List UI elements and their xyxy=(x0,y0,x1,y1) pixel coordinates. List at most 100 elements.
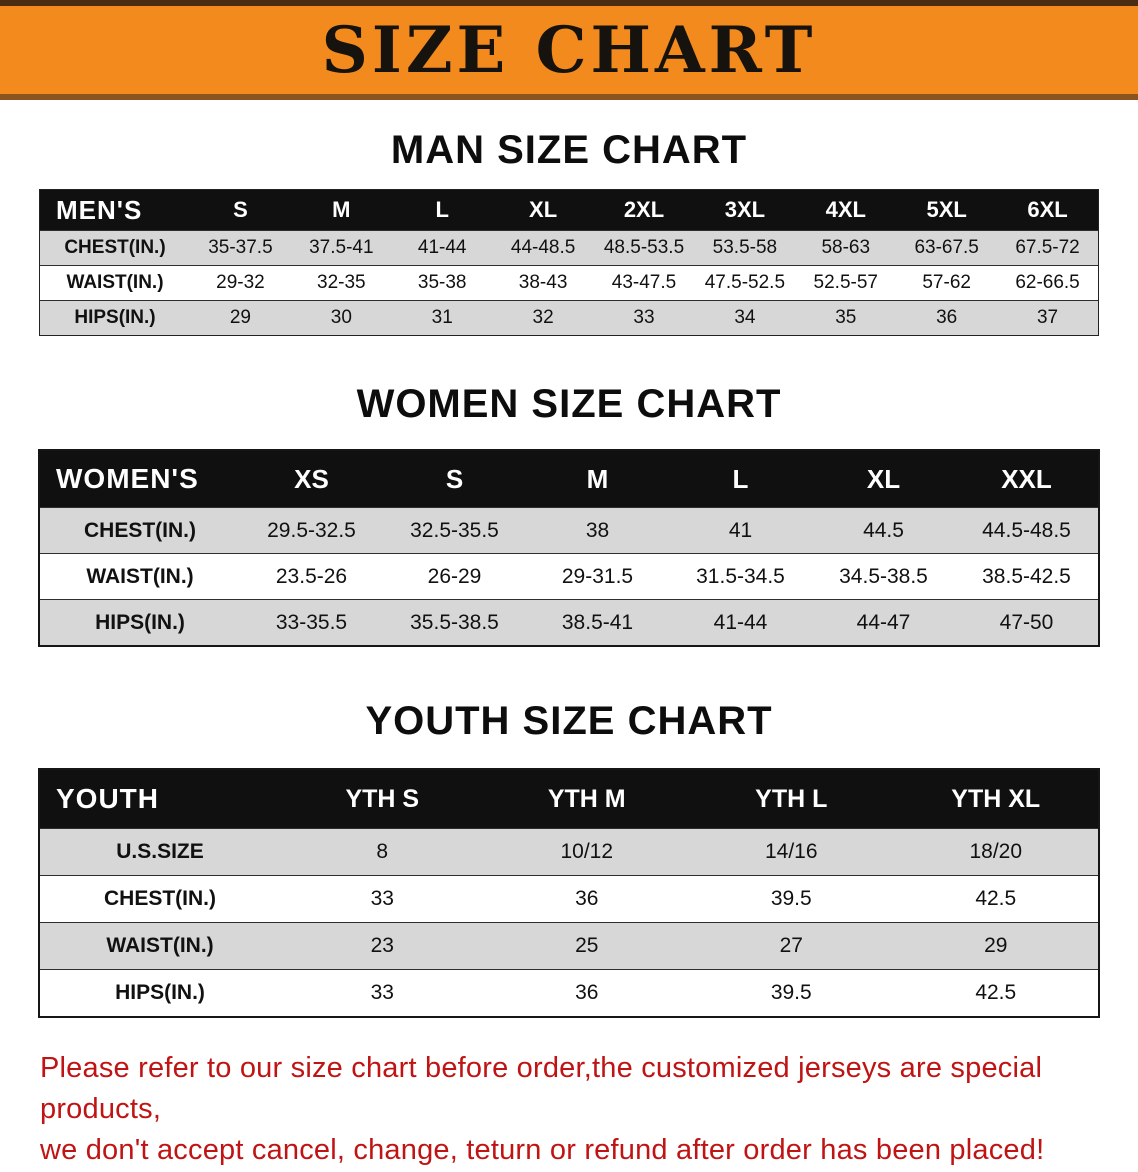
row-label: WAIST(IN.) xyxy=(66,272,164,293)
women-size-chart-section: WOMEN SIZE CHART WOMEN'S XS S M L XL XXL… xyxy=(0,382,1138,647)
table-cell: 38 xyxy=(585,518,610,542)
column-header-size: M xyxy=(586,463,609,494)
table-cell: 38.5-42.5 xyxy=(982,564,1071,588)
table-cell: 36 xyxy=(575,981,599,1004)
column-header-size: 6XL xyxy=(1027,197,1068,222)
table-cell: 47.5-52.5 xyxy=(704,272,786,293)
table-row: WAIST(IN.) 29-32 32-35 35-38 38-43 43-47… xyxy=(40,265,1098,300)
table-cell: 67.5-72 xyxy=(1015,237,1080,258)
table-cell: 63-67.5 xyxy=(914,237,979,258)
table-cell: 31 xyxy=(431,307,453,328)
column-header-size: XL xyxy=(866,463,901,494)
column-header-size: 2XL xyxy=(623,197,665,222)
table-cell: 48.5-53.5 xyxy=(603,237,685,258)
row-label: CHEST(IN.) xyxy=(84,518,196,542)
table-cell: 53.5-58 xyxy=(712,237,778,258)
table-cell: 25 xyxy=(575,934,599,957)
column-header-size: XXL xyxy=(1001,463,1052,494)
table-cell: 23 xyxy=(370,934,394,957)
table-row: WAIST(IN.) 23 25 27 29 xyxy=(40,922,1098,969)
row-label: CHEST(IN.) xyxy=(64,237,166,258)
table-cell: 32.5-35.5 xyxy=(410,518,499,542)
row-label: HIPS(IN.) xyxy=(95,610,185,634)
table-cell: 8 xyxy=(376,840,389,863)
table-cell: 44-47 xyxy=(856,610,911,634)
table-cell: 33 xyxy=(370,981,394,1004)
column-header-size: YTH S xyxy=(345,784,420,813)
youth-size-table: YOUTH YTH S YTH M YTH L YTH XL U.S.SIZE … xyxy=(38,768,1100,1018)
column-header-size: M xyxy=(332,197,351,222)
table-row: HIPS(IN.) 33 36 39.5 42.5 xyxy=(40,969,1098,1016)
row-label: CHEST(IN.) xyxy=(104,887,216,910)
disclaimer: Please refer to our size chart before or… xyxy=(40,1048,1098,1172)
table-cell: 32 xyxy=(532,307,554,328)
men-section-heading: MAN SIZE CHART xyxy=(390,128,748,172)
table-cell: 23.5-26 xyxy=(275,564,348,588)
column-header-size: YTH L xyxy=(755,784,828,813)
women-size-table: WOMEN'S XS S M L XL XXL CHEST(IN.) 29.5-… xyxy=(38,449,1100,647)
table-cell: 34 xyxy=(734,307,756,328)
table-cell: 42.5 xyxy=(975,887,1017,910)
table-cell: 42.5 xyxy=(975,981,1017,1004)
table-cell: 35 xyxy=(835,307,857,328)
table-cell: 33 xyxy=(633,307,655,328)
size-chart-banner: SIZE CHART xyxy=(0,0,1138,100)
row-label: HIPS(IN.) xyxy=(74,307,156,328)
column-header-size: 3XL xyxy=(724,197,766,222)
table-cell: 44.5-48.5 xyxy=(982,518,1071,542)
table-cell: 41-44 xyxy=(713,610,768,634)
men-size-chart-section: MAN SIZE CHART MEN'S S M L XL 2XL 3XL 4X… xyxy=(0,128,1138,336)
table-cell: 39.5 xyxy=(770,981,812,1004)
column-header-size: 4XL xyxy=(825,197,866,222)
column-header-size: L xyxy=(435,197,449,222)
column-header-size: S xyxy=(445,463,464,494)
table-cell: 38-43 xyxy=(518,272,568,293)
table-row: WAIST(IN.) 23.5-26 26-29 29-31.5 31.5-34… xyxy=(40,553,1098,599)
table-cell: 35-37.5 xyxy=(208,237,273,258)
table-row: CHEST(IN.) 33 36 39.5 42.5 xyxy=(40,875,1098,922)
women-table-header-row: WOMEN'S XS S M L XL XXL xyxy=(40,451,1098,507)
table-cell: 26-29 xyxy=(427,564,482,588)
table-cell: 35-38 xyxy=(417,272,467,293)
table-cell: 27 xyxy=(779,934,803,957)
women-table-corner-label: WOMEN'S xyxy=(56,463,199,494)
column-header-size: L xyxy=(732,463,749,494)
table-cell: 44-48.5 xyxy=(510,237,576,258)
table-cell: 58-63 xyxy=(821,237,871,258)
table-cell: 14/16 xyxy=(764,840,818,863)
table-cell: 39.5 xyxy=(770,887,812,910)
table-cell: 29 xyxy=(229,307,251,328)
column-header-size: YTH M xyxy=(547,784,626,813)
table-cell: 47-50 xyxy=(999,610,1054,634)
table-cell: 31.5-34.5 xyxy=(696,564,785,588)
table-cell: 29 xyxy=(984,934,1008,957)
men-table-corner-label: MEN'S xyxy=(56,194,143,225)
table-cell: 36 xyxy=(936,307,958,328)
men-table-header-row: MEN'S S M L XL 2XL 3XL 4XL 5XL 6XL xyxy=(40,190,1098,230)
table-row: CHEST(IN.) 35-37.5 37.5-41 41-44 44-48.5… xyxy=(40,230,1098,265)
disclaimer-line-2: we don't accept cancel, change, teturn o… xyxy=(40,1134,1045,1167)
table-cell: 18/20 xyxy=(969,840,1023,863)
table-row: HIPS(IN.) 29 30 31 32 33 34 35 36 37 xyxy=(40,300,1098,335)
table-cell: 34.5-38.5 xyxy=(839,564,928,588)
youth-table-header-row: YOUTH YTH S YTH M YTH L YTH XL xyxy=(40,770,1098,828)
men-size-table: MEN'S S M L XL 2XL 3XL 4XL 5XL 6XL CHEST… xyxy=(39,189,1099,336)
table-cell: 36 xyxy=(575,887,599,910)
youth-section-heading: YOUTH SIZE CHART xyxy=(365,699,773,743)
table-cell: 29-32 xyxy=(216,272,265,293)
table-cell: 10/12 xyxy=(560,840,614,863)
column-header-size: XL xyxy=(529,197,558,222)
table-cell: 43-47.5 xyxy=(611,272,677,293)
table-cell: 52.5-57 xyxy=(813,272,878,293)
table-cell: 32-35 xyxy=(317,272,366,293)
table-cell: 35.5-38.5 xyxy=(410,610,499,634)
table-cell: 41-44 xyxy=(417,237,467,258)
column-header-size: XS xyxy=(294,463,329,494)
youth-table-corner-label: YOUTH xyxy=(56,783,159,814)
table-cell: 37 xyxy=(1036,307,1059,328)
table-cell: 62-66.5 xyxy=(1015,272,1080,293)
table-cell: 33 xyxy=(370,887,394,910)
youth-size-chart-section: YOUTH SIZE CHART YOUTH YTH S YTH M YTH L… xyxy=(0,699,1138,1018)
row-label: HIPS(IN.) xyxy=(115,981,205,1004)
table-cell: 29-31.5 xyxy=(561,564,634,588)
